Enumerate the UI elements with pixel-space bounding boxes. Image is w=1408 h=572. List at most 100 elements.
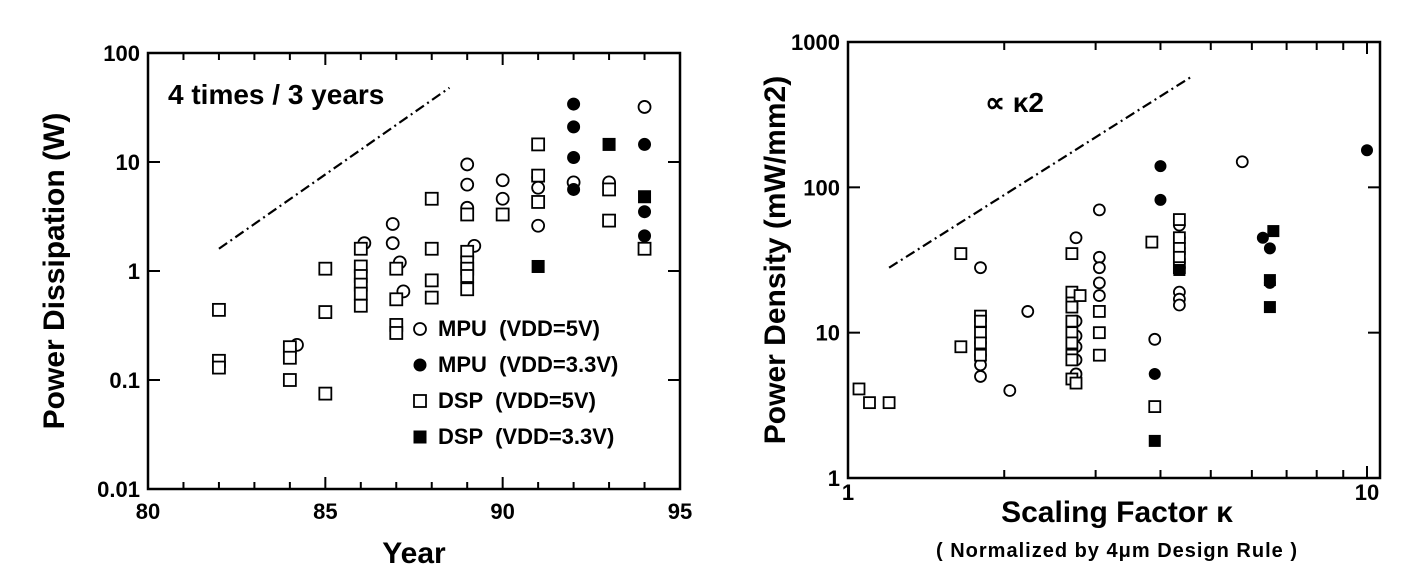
x-tick-label: 80 xyxy=(136,499,160,524)
data-point xyxy=(460,282,475,297)
power-dissipation-chart: 80 85 90 95 0.01 0.1 1 10 100 Year Power Dissipati… xyxy=(38,41,692,570)
y-axis-label: Power Dissipation (W) xyxy=(38,113,71,430)
data-point xyxy=(531,168,546,183)
data-point xyxy=(567,120,581,134)
data-point xyxy=(1154,160,1167,173)
data-point xyxy=(1073,289,1087,302)
series-1 xyxy=(1148,144,1373,380)
data-point xyxy=(424,191,439,206)
data-point xyxy=(1021,305,1035,318)
data-point xyxy=(1092,289,1106,302)
data-point xyxy=(389,292,404,307)
data-point xyxy=(1092,305,1106,318)
data-point xyxy=(1148,367,1161,380)
data-point xyxy=(424,241,439,256)
data-point xyxy=(531,180,546,195)
data-point xyxy=(974,261,987,275)
data-point xyxy=(567,150,581,164)
data-point xyxy=(1065,300,1079,314)
y-axis-label: Power Density (mW/mm2) xyxy=(759,76,792,444)
y-tick-label: 100 xyxy=(103,41,140,66)
data-point xyxy=(318,305,333,319)
series-1 xyxy=(567,97,652,243)
data-point xyxy=(353,241,368,256)
data-point xyxy=(531,218,546,233)
data-point xyxy=(1148,400,1162,413)
data-point xyxy=(1003,384,1017,397)
data-point xyxy=(638,190,652,204)
data-point xyxy=(1172,213,1186,226)
data-point xyxy=(637,241,652,256)
data-point xyxy=(1263,301,1276,314)
data-point xyxy=(638,229,652,243)
x-axis-label: Scaling Factor κ xyxy=(1001,496,1233,529)
plot-frame xyxy=(846,40,1382,480)
data-point xyxy=(282,373,297,387)
data-point xyxy=(212,302,226,317)
legend-label: DSP (VDD=3.3V) xyxy=(438,424,614,449)
data-point xyxy=(1092,348,1106,362)
series-3 xyxy=(531,137,652,273)
data-point xyxy=(1069,376,1083,390)
data-point xyxy=(882,396,896,410)
x-tick-label: 1 xyxy=(842,480,854,505)
data-point xyxy=(424,273,439,288)
data-point xyxy=(1065,336,1079,350)
data-point xyxy=(637,100,652,114)
data-point xyxy=(212,360,226,375)
data-point xyxy=(1173,263,1186,276)
y-tick-label: 100 xyxy=(803,175,840,200)
data-point xyxy=(495,173,510,188)
data-point xyxy=(1065,326,1079,340)
y-tick-label: 10 xyxy=(816,321,840,346)
x-axis-label: Year xyxy=(382,537,446,570)
legend-label: MPU (VDD=3.3V) xyxy=(438,352,618,377)
data-point xyxy=(1092,203,1106,217)
data-point xyxy=(1092,250,1106,264)
data-point xyxy=(531,259,545,273)
trend-line xyxy=(218,86,451,250)
y-tick-label: 10 xyxy=(116,150,140,175)
y-tick-label: 0.01 xyxy=(97,477,140,502)
x-tick-label: 85 xyxy=(313,499,337,524)
y-tick-label: 1 xyxy=(828,466,840,491)
data-point xyxy=(1172,250,1186,264)
series-3 xyxy=(1148,225,1280,447)
slope-annotation: 4 times / 3 years xyxy=(168,79,384,110)
data-point xyxy=(318,386,333,401)
power-density-chart: 1 10 1 10 100 1000 Scaling Factor κ ( Normalize… xyxy=(759,30,1382,562)
data-point xyxy=(974,314,987,328)
y-tick-label: 1 xyxy=(128,259,140,284)
data-point xyxy=(567,182,581,196)
data-point xyxy=(460,207,475,222)
data-point xyxy=(460,269,475,283)
data-point xyxy=(602,182,616,197)
data-point xyxy=(1065,353,1079,367)
data-point xyxy=(1154,193,1167,206)
data-point xyxy=(389,326,404,340)
data-point xyxy=(567,97,581,111)
x-tick-label: 90 xyxy=(490,499,514,524)
x-tick-label: 95 xyxy=(668,499,692,524)
data-point xyxy=(282,350,297,365)
data-point xyxy=(1172,298,1186,312)
series-2 xyxy=(212,137,652,401)
data-point xyxy=(974,326,987,340)
data-point xyxy=(353,298,368,313)
legend-marker xyxy=(413,322,427,336)
data-point xyxy=(385,217,400,231)
data-point xyxy=(424,290,439,305)
data-point xyxy=(954,247,968,260)
data-point xyxy=(389,261,404,276)
data-point xyxy=(1092,261,1106,275)
data-point xyxy=(954,340,968,354)
data-point xyxy=(1092,276,1106,290)
legend: MPU (VDD=5V) MPU (VDD=3.3V) DSP (VDD=5V) DS… xyxy=(413,316,618,449)
data-point xyxy=(974,336,987,350)
series-0 xyxy=(974,155,1249,397)
data-point xyxy=(1263,274,1276,287)
data-point xyxy=(1267,225,1280,238)
x-axis-note: ( Normalized by 4μm Design Rule ) xyxy=(936,540,1298,562)
data-point xyxy=(1361,144,1373,157)
